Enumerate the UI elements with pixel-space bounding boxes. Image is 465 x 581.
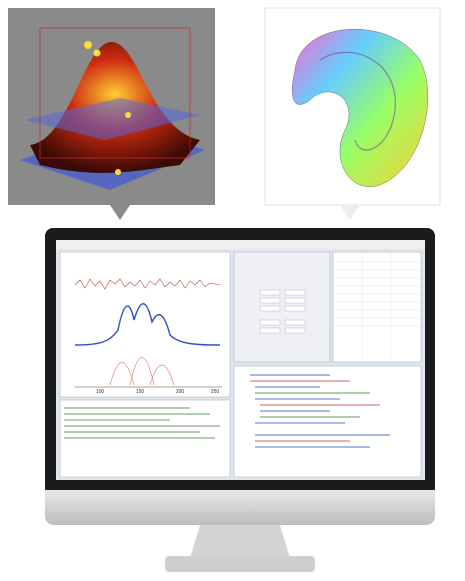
point — [115, 169, 121, 175]
plot-window — [59, 251, 231, 398]
swirl-edge — [319, 51, 396, 151]
data-table — [332, 251, 422, 363]
callout-pointer — [340, 205, 360, 220]
point — [84, 41, 92, 49]
peak-lines — [109, 357, 175, 386]
console-window — [59, 399, 231, 478]
x-tick-label: 100 — [96, 389, 105, 395]
stand-base — [165, 556, 315, 572]
stand-neck — [190, 525, 290, 558]
point — [93, 49, 101, 57]
bounding-box — [39, 27, 191, 159]
code-lines — [250, 374, 390, 448]
chin — [45, 490, 435, 525]
fit-line — [74, 303, 221, 346]
monitor: 100 150 200 250 — [45, 228, 435, 572]
code-editor — [233, 365, 422, 478]
swirl-shape — [292, 29, 428, 187]
table-grid — [333, 252, 421, 362]
x-tick-label: 250 — [211, 389, 220, 395]
surface-callout — [8, 8, 215, 220]
settings-fields — [259, 289, 306, 334]
menu-bar — [56, 240, 425, 249]
callout-pointer — [110, 205, 130, 220]
shape-callout — [264, 7, 441, 220]
point — [125, 112, 131, 118]
settings-panel — [233, 251, 331, 363]
x-tick-label: 150 — [136, 389, 145, 395]
slice-plane — [25, 98, 200, 140]
x-tick-label: 200 — [176, 389, 185, 395]
console-lines — [64, 407, 220, 439]
residual-line — [74, 278, 221, 290]
